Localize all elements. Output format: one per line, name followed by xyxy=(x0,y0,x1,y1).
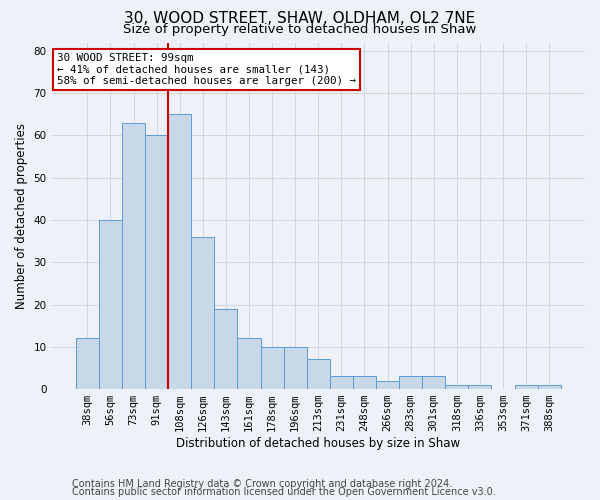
Bar xyxy=(422,376,445,389)
Bar xyxy=(122,123,145,389)
Bar xyxy=(538,385,561,389)
Bar xyxy=(238,338,260,389)
Y-axis label: Number of detached properties: Number of detached properties xyxy=(15,123,28,309)
Bar xyxy=(353,376,376,389)
Bar xyxy=(515,385,538,389)
Bar xyxy=(191,237,214,389)
Text: Contains HM Land Registry data © Crown copyright and database right 2024.: Contains HM Land Registry data © Crown c… xyxy=(72,479,452,489)
Bar xyxy=(399,376,422,389)
Text: Contains public sector information licensed under the Open Government Licence v3: Contains public sector information licen… xyxy=(72,487,496,497)
Bar xyxy=(469,385,491,389)
Text: 30, WOOD STREET, SHAW, OLDHAM, OL2 7NE: 30, WOOD STREET, SHAW, OLDHAM, OL2 7NE xyxy=(124,11,476,26)
X-axis label: Distribution of detached houses by size in Shaw: Distribution of detached houses by size … xyxy=(176,437,460,450)
Bar xyxy=(214,309,238,389)
Bar xyxy=(330,376,353,389)
Bar xyxy=(168,114,191,389)
Bar xyxy=(99,220,122,389)
Text: 30 WOOD STREET: 99sqm
← 41% of detached houses are smaller (143)
58% of semi-det: 30 WOOD STREET: 99sqm ← 41% of detached … xyxy=(57,53,356,86)
Bar xyxy=(260,347,284,389)
Bar xyxy=(445,385,469,389)
Bar xyxy=(284,347,307,389)
Bar xyxy=(145,136,168,389)
Bar xyxy=(307,360,330,389)
Text: Size of property relative to detached houses in Shaw: Size of property relative to detached ho… xyxy=(124,22,476,36)
Bar xyxy=(376,380,399,389)
Bar xyxy=(76,338,99,389)
